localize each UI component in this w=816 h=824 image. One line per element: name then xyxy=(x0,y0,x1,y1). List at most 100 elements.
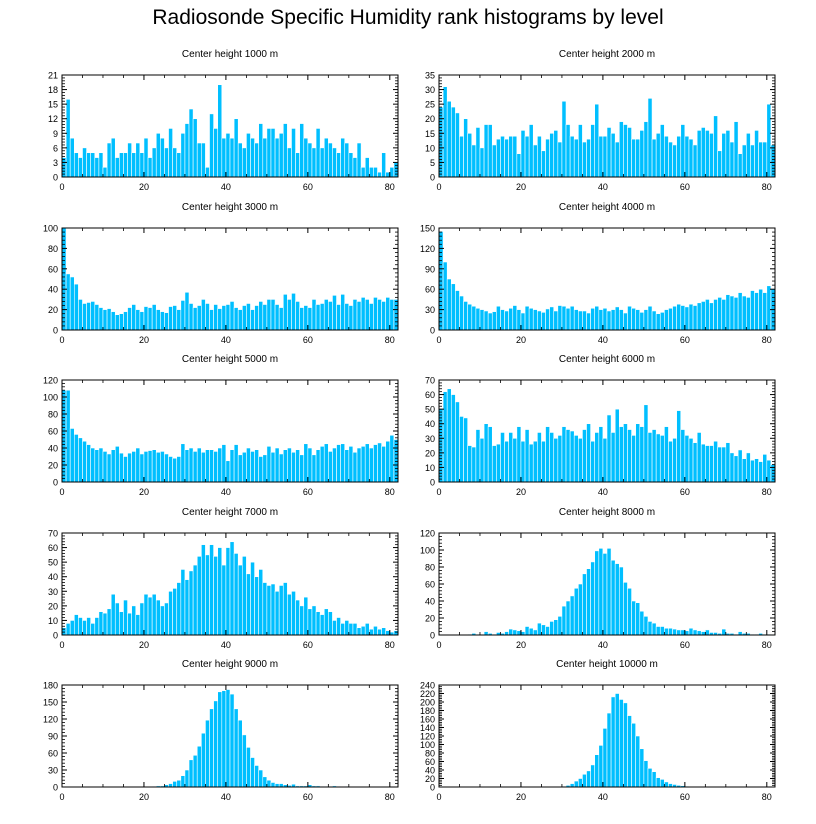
bar xyxy=(500,309,505,331)
x-tick-label: 80 xyxy=(385,640,395,650)
plot-frame xyxy=(438,379,776,483)
bar xyxy=(491,311,497,331)
bar xyxy=(299,123,305,178)
bar xyxy=(381,445,387,483)
bar xyxy=(618,121,624,178)
bar xyxy=(184,123,190,178)
x-tick-label: 60 xyxy=(303,640,313,650)
bar xyxy=(98,611,104,636)
bar xyxy=(557,435,563,483)
bar xyxy=(241,734,247,788)
bar xyxy=(528,307,534,331)
bar xyxy=(143,593,149,636)
bar xyxy=(676,135,682,178)
bar xyxy=(729,452,735,483)
bar xyxy=(532,144,538,178)
bar xyxy=(217,308,223,331)
bar xyxy=(721,299,727,331)
bar xyxy=(270,782,276,788)
bar xyxy=(532,440,538,483)
bar xyxy=(569,430,575,483)
bar xyxy=(155,309,161,331)
bar xyxy=(209,449,214,483)
bar xyxy=(229,693,235,788)
bar xyxy=(323,137,329,178)
x-tick-label: 20 xyxy=(516,335,526,345)
bar xyxy=(299,307,305,331)
bar xyxy=(127,612,132,636)
x-tick-label: 0 xyxy=(59,182,64,192)
bar xyxy=(151,593,157,636)
bar xyxy=(520,631,526,636)
bar xyxy=(639,426,645,483)
bar xyxy=(262,137,268,178)
bar xyxy=(487,426,493,483)
x-tick-label: 60 xyxy=(303,182,313,192)
bar xyxy=(467,303,473,331)
bar xyxy=(692,629,698,636)
x-tick-label: 60 xyxy=(303,792,313,802)
bar xyxy=(106,453,112,483)
bar xyxy=(746,132,751,178)
bar xyxy=(631,435,636,483)
bar xyxy=(229,301,235,331)
bar xyxy=(188,570,194,636)
bar xyxy=(508,135,514,178)
y-tick-label: 40 xyxy=(425,597,435,607)
bar xyxy=(364,157,370,178)
bar xyxy=(233,553,239,636)
bar xyxy=(311,299,317,331)
bar xyxy=(717,150,723,178)
y-tick-label: 25 xyxy=(425,100,435,110)
bar xyxy=(463,417,468,483)
bar xyxy=(664,426,669,483)
bar xyxy=(733,297,739,331)
bar xyxy=(590,764,596,788)
bar xyxy=(438,408,444,483)
y-tick-label: 60 xyxy=(48,543,58,553)
bar xyxy=(729,141,735,178)
bar xyxy=(561,100,567,178)
bar xyxy=(606,547,612,636)
bar xyxy=(209,544,214,636)
bar xyxy=(315,128,321,178)
bar xyxy=(705,299,710,331)
bar xyxy=(299,605,305,636)
bar xyxy=(770,144,776,178)
bar xyxy=(135,309,141,331)
bar xyxy=(98,307,104,331)
bar xyxy=(205,303,210,331)
bar xyxy=(741,144,747,178)
bar xyxy=(664,627,669,636)
bar xyxy=(114,157,120,178)
bar xyxy=(131,605,137,636)
y-tick-label: 0 xyxy=(430,326,435,336)
bar xyxy=(475,127,481,178)
bar xyxy=(377,442,382,483)
bar xyxy=(73,283,79,331)
bar xyxy=(393,299,399,331)
bar xyxy=(680,124,686,178)
y-tick-label: 60 xyxy=(48,749,58,759)
bar xyxy=(614,408,620,483)
y-tick-label: 15 xyxy=(425,129,435,139)
bar xyxy=(578,583,583,636)
bar xyxy=(696,630,702,636)
bar xyxy=(168,783,173,788)
bar xyxy=(233,307,239,331)
bar xyxy=(516,309,522,331)
bar xyxy=(598,547,604,636)
bar xyxy=(266,445,272,483)
bar xyxy=(217,84,223,178)
bar xyxy=(336,444,341,483)
bar xyxy=(82,440,87,483)
bar xyxy=(139,311,145,331)
bar xyxy=(729,295,735,331)
bar xyxy=(614,693,620,788)
bar xyxy=(455,401,460,483)
x-tick-label: 40 xyxy=(598,335,608,345)
bar xyxy=(274,783,280,788)
bar xyxy=(635,309,641,331)
bar xyxy=(246,573,251,636)
bar xyxy=(450,283,456,331)
